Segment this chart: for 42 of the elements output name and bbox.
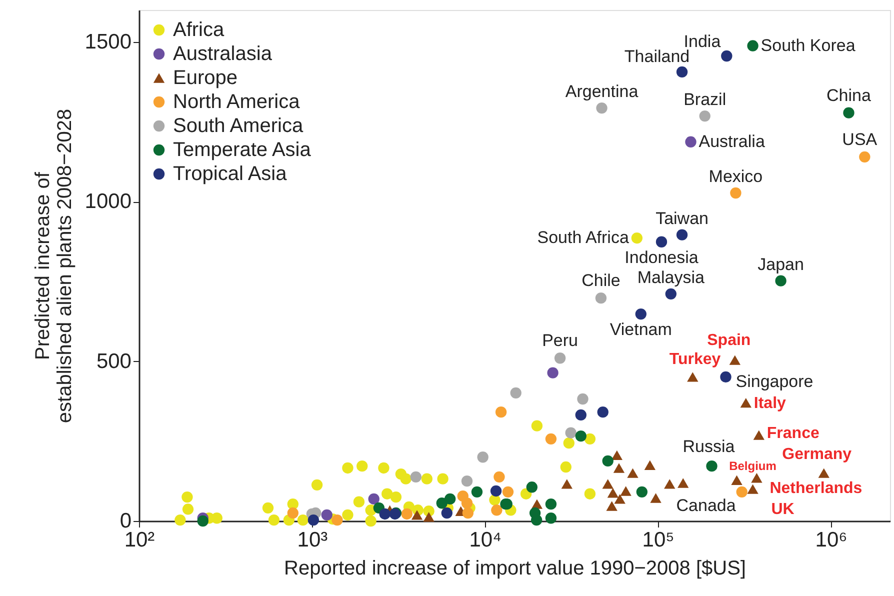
annotation: UK	[771, 501, 795, 518]
annotation: Netherlands	[770, 480, 862, 497]
x-tick-label: 10⁵	[642, 528, 674, 552]
y-tick-label: 1000	[84, 190, 132, 214]
legend-label: South America	[173, 115, 304, 137]
annotation: South Korea	[760, 36, 856, 55]
annotation: Chile	[582, 271, 620, 290]
x-tick-label: 10⁶	[815, 528, 848, 552]
annotation: Australia	[698, 132, 766, 151]
legend-label: Tropical Asia	[173, 163, 288, 185]
legend-label: Australasia	[173, 43, 273, 65]
annotation: Belgium	[729, 459, 776, 474]
y-tick-label: 1500	[84, 30, 132, 54]
annotation: Malaysia	[637, 268, 705, 287]
annotation: Mexico	[708, 167, 763, 186]
legend-label: North America	[173, 91, 301, 113]
annotation: Turkey	[669, 350, 721, 368]
annotation: China	[826, 86, 872, 105]
annotation: Russia	[682, 437, 736, 456]
annotation: France	[766, 425, 820, 442]
annotation: Brazil	[684, 90, 726, 110]
annotation: Japan	[758, 254, 804, 274]
annotation: South Africa	[537, 228, 630, 248]
x-tick-label: 10⁴	[469, 528, 502, 552]
annotation: USA	[842, 130, 878, 149]
y-axis-title: Predicted increase of established alien plants 2008−2028	[32, 108, 76, 424]
legend-label: Europe	[173, 67, 238, 89]
legend-label: Temperate Asia	[173, 139, 312, 161]
annotation: Peru	[542, 331, 578, 350]
annotation: Germany	[782, 446, 852, 464]
annotation: Indonesia	[624, 248, 699, 267]
x-tick-label: 10³	[297, 528, 328, 552]
annotation: Spain	[707, 332, 751, 350]
x-axis-title: Reported increase of import value 1990−2008 [$US]	[284, 558, 746, 580]
y-tick-label: 500	[96, 350, 132, 373]
annotation: Canada	[676, 496, 736, 515]
annotation: Taiwan	[656, 208, 708, 228]
annotation: Singapore	[736, 372, 814, 391]
annotation: Argentina	[565, 82, 639, 102]
legend-label: Africa	[173, 19, 225, 41]
annotation: Italy	[754, 394, 786, 412]
annotation: Vietnam	[610, 320, 672, 340]
